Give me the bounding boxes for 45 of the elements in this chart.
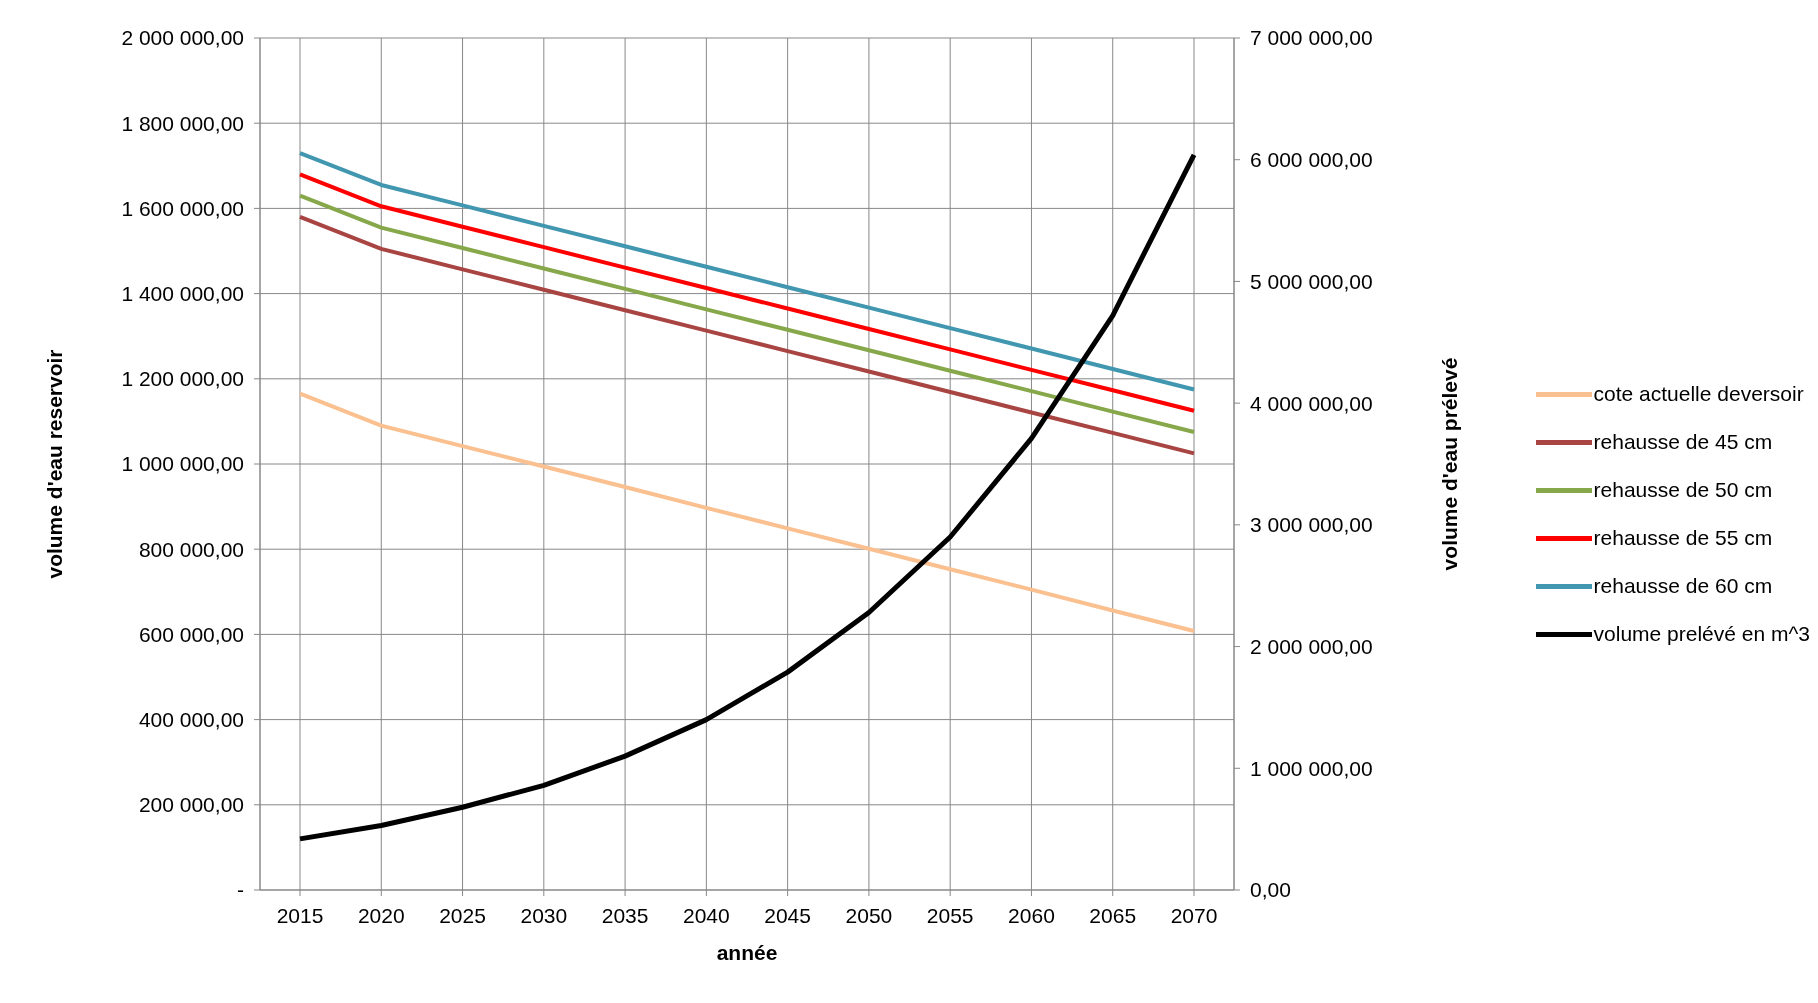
y-tick-label: 2 000 000,00 <box>121 26 244 50</box>
legend-label: rehausse de 45 cm <box>1593 430 1773 454</box>
x-tick-label: 2020 <box>357 903 405 927</box>
line-series <box>298 391 1196 633</box>
legend-label: volume prelévé en m^3 <box>1593 622 1810 646</box>
line-series <box>298 193 1196 435</box>
x-tick-label: 2070 <box>1170 903 1218 927</box>
y-tick-label: 1 600 000,00 <box>121 196 244 220</box>
x-tick-label: 2050 <box>845 903 893 927</box>
x-tick-label: 2015 <box>276 903 324 927</box>
y2-tick-label: 2 000 000,00 <box>1250 635 1373 659</box>
x-tick-label: 2035 <box>601 903 649 927</box>
y-tick-label: - <box>237 878 244 902</box>
x-tick-label: 2025 <box>439 903 486 927</box>
y2-tick-label: 5 000 000,00 <box>1250 269 1373 293</box>
y-tick-label: 400 000,00 <box>138 708 244 732</box>
x-tick-label: 2065 <box>1089 903 1137 927</box>
y-tick-label: 1 800 000,00 <box>121 111 244 135</box>
x-tick-label: 2060 <box>1008 903 1055 927</box>
y2-axis-title: volume d'eau prélevé <box>1438 357 1462 571</box>
line-series <box>298 172 1196 413</box>
x-tick-label: 2030 <box>520 903 568 927</box>
y-tick-label: 1 400 000,00 <box>121 282 244 306</box>
legend-label: rehausse de 55 cm <box>1593 526 1773 550</box>
y-tick-label: 200 000,00 <box>138 793 244 817</box>
x-tick-label: 2055 <box>926 903 974 927</box>
y2-tick-label: 7 000 000,00 <box>1250 26 1373 50</box>
x-tick-label: 2045 <box>764 903 811 927</box>
y2-tick-label: 4 000 000,00 <box>1250 391 1373 415</box>
y2-tick-label: 6 000 000,00 <box>1250 148 1373 172</box>
x-tick-label: 2040 <box>683 903 730 927</box>
y2-tick-label: 0,00 <box>1250 878 1291 902</box>
y-tick-label: 600 000,00 <box>138 622 244 646</box>
line-series <box>298 214 1196 456</box>
x-axis-title: année <box>716 941 778 964</box>
legend-label: cote actuelle deversoir <box>1593 382 1804 406</box>
y-tick-label: 800 000,00 <box>138 537 244 561</box>
y-tick-label: 1 000 000,00 <box>121 452 244 476</box>
legend-label: rehausse de 60 cm <box>1593 574 1773 598</box>
y2-tick-label: 3 000 000,00 <box>1250 513 1373 537</box>
y-axis-title: volume d'eau reservoir <box>43 349 67 579</box>
y-tick-label: 1 200 000,00 <box>121 367 244 391</box>
y2-tick-label: 1 000 000,00 <box>1250 756 1373 780</box>
line-series <box>298 151 1196 392</box>
legend-label: rehausse de 50 cm <box>1593 478 1773 502</box>
